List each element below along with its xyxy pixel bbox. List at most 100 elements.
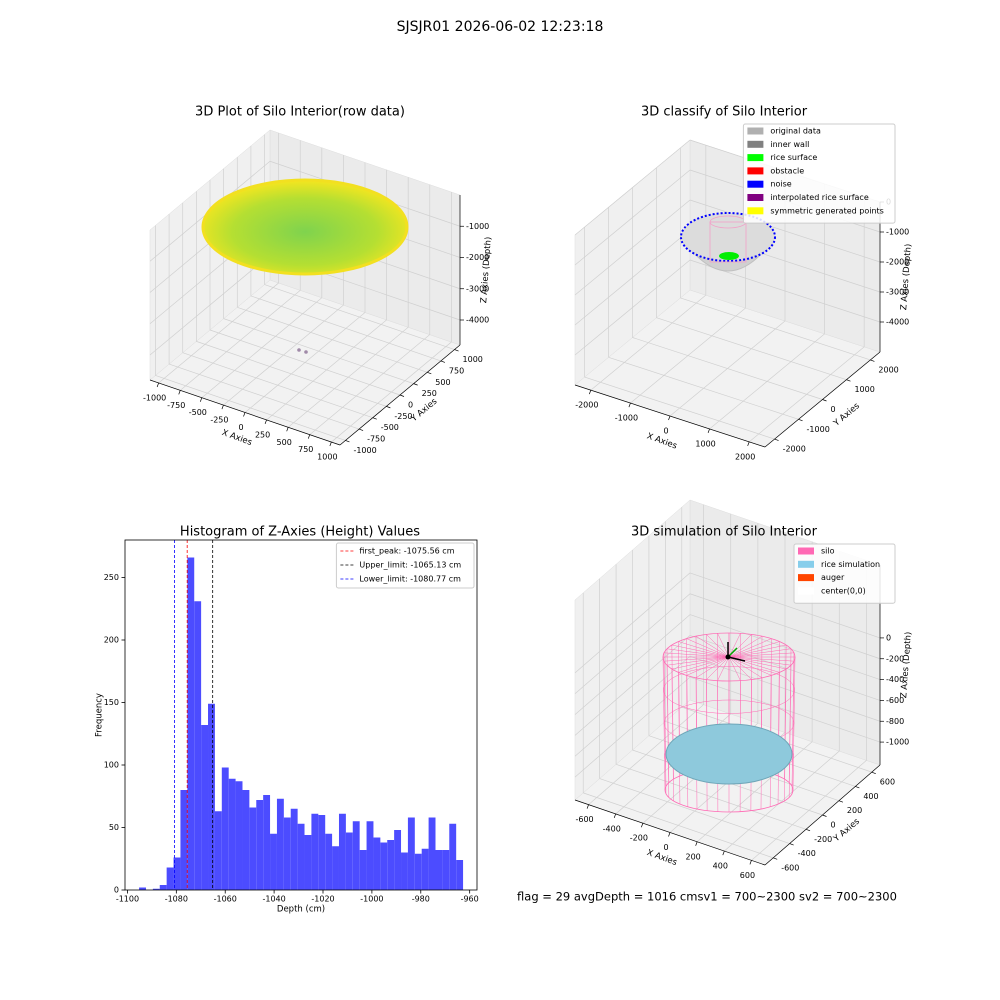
- legend-swatch: [747, 140, 764, 148]
- x-tick: [586, 804, 589, 809]
- legend-label: obstacle: [770, 166, 804, 175]
- legend-label: Upper_limit: -1065.13 cm: [359, 561, 461, 570]
- z-tick-label: -2000: [886, 258, 909, 267]
- x-tick-label: -1060: [214, 895, 237, 904]
- auger-arm: [727, 656, 746, 662]
- silo-spoke: [671, 656, 730, 670]
- y-tick-label: 2000: [878, 365, 898, 374]
- y-tick: [870, 359, 875, 362]
- silo-spoke: [728, 656, 741, 681]
- grid-line: [149, 254, 271, 356]
- y-tick: [774, 438, 779, 441]
- grid-line: [574, 199, 691, 296]
- x-tick: [156, 382, 159, 388]
- y-tick-label: 750: [449, 366, 464, 375]
- y-tick-label: 200: [847, 806, 862, 815]
- grid-line: [196, 341, 387, 407]
- y-tick-label: 250: [104, 573, 119, 582]
- silo-spoke: [728, 656, 772, 676]
- silo-spoke: [728, 652, 795, 658]
- silo-wall: [791, 652, 795, 787]
- grid-line: [250, 295, 442, 362]
- x-tick-label: -1080: [165, 895, 188, 904]
- grid-line: [574, 572, 691, 674]
- x-tick-label: -2000: [575, 401, 598, 410]
- grid-line: [656, 317, 847, 381]
- y-tick: [798, 418, 803, 422]
- legend-swatch: [747, 154, 764, 162]
- y-tick: [822, 814, 827, 817]
- y-tick-label: 200: [104, 636, 119, 645]
- bar: [276, 798, 284, 890]
- bar: [283, 817, 291, 890]
- x-tick: [307, 434, 311, 439]
- silo-wall: [671, 668, 674, 802]
- x-tick-label: -960: [461, 895, 479, 904]
- y-tick: [805, 828, 811, 832]
- bar: [311, 813, 319, 890]
- bar: [221, 767, 229, 890]
- silo-spoke: [728, 648, 792, 658]
- y-tick-label: 0: [114, 886, 119, 895]
- legend-layer: original data inner wall rice surface obsta…: [335, 123, 896, 604]
- x-tick-label: -200: [630, 834, 648, 843]
- grid-line: [223, 318, 414, 384]
- bar: [290, 808, 298, 890]
- legend-swatch: [747, 207, 764, 215]
- silo-spoke: [686, 656, 730, 676]
- chart-title: 3D classify of Silo Interior: [641, 105, 808, 120]
- x-tick: [749, 860, 752, 865]
- grid-line: [584, 376, 775, 440]
- x-tick-label: -1040: [262, 895, 285, 904]
- y-tick: [838, 800, 844, 803]
- x-tick: [707, 428, 710, 434]
- x-tick: [329, 441, 332, 447]
- legend-label: noise: [770, 180, 791, 189]
- bar: [256, 800, 264, 890]
- bar: [235, 781, 243, 890]
- x-tick: [199, 397, 203, 402]
- grid-line: [168, 363, 360, 430]
- y-tick-label: 150: [104, 698, 119, 707]
- y-axis-line: [764, 351, 881, 448]
- y-tick-label: 50: [109, 823, 119, 832]
- silo-spoke: [666, 648, 730, 658]
- grid-line: [209, 329, 401, 396]
- legend-box: [793, 543, 896, 604]
- grid-line: [689, 572, 881, 639]
- legend-label: first_peak: -1075.56 cm: [359, 547, 454, 556]
- bar: [407, 817, 415, 890]
- legend-label: interpolated rice surface: [770, 193, 868, 202]
- y-tick-label: -600: [781, 863, 799, 872]
- legend-label: symmetric generated points: [770, 206, 883, 215]
- y-tick-label: -250: [394, 412, 412, 421]
- y-tick: [427, 371, 432, 375]
- legend-label: inner wall: [770, 140, 809, 149]
- y-tick-label: -200: [814, 835, 832, 844]
- bar: [249, 807, 257, 890]
- x-tick: [221, 404, 224, 410]
- grid-line: [574, 169, 691, 266]
- silo-spoke: [728, 638, 772, 658]
- z-tick-label: -1000: [886, 228, 909, 237]
- legend-swatch: [747, 127, 764, 135]
- y-axis-line: [339, 344, 461, 446]
- x-axis-line: [149, 379, 341, 446]
- y-tick: [773, 857, 778, 860]
- y-tick-label: 0: [408, 401, 413, 410]
- y-axis-line: [764, 764, 881, 866]
- bar: [449, 823, 457, 890]
- legend-label: center(0,0): [821, 586, 866, 595]
- legend-swatch: [747, 180, 764, 188]
- legend-label: rice surface: [770, 153, 817, 162]
- legend-label: Lower_limit: -1080.77 cm: [359, 575, 461, 584]
- y-tick-label: 100: [104, 761, 119, 770]
- bar: [338, 813, 346, 890]
- y-tick-label: -400: [798, 849, 816, 858]
- z-tick-label: -800: [886, 717, 904, 726]
- bar: [263, 795, 271, 890]
- x-tick-label: 250: [255, 430, 270, 439]
- chart-title: Histogram of Z-Axies (Height) Values: [180, 525, 420, 540]
- bar: [345, 832, 353, 890]
